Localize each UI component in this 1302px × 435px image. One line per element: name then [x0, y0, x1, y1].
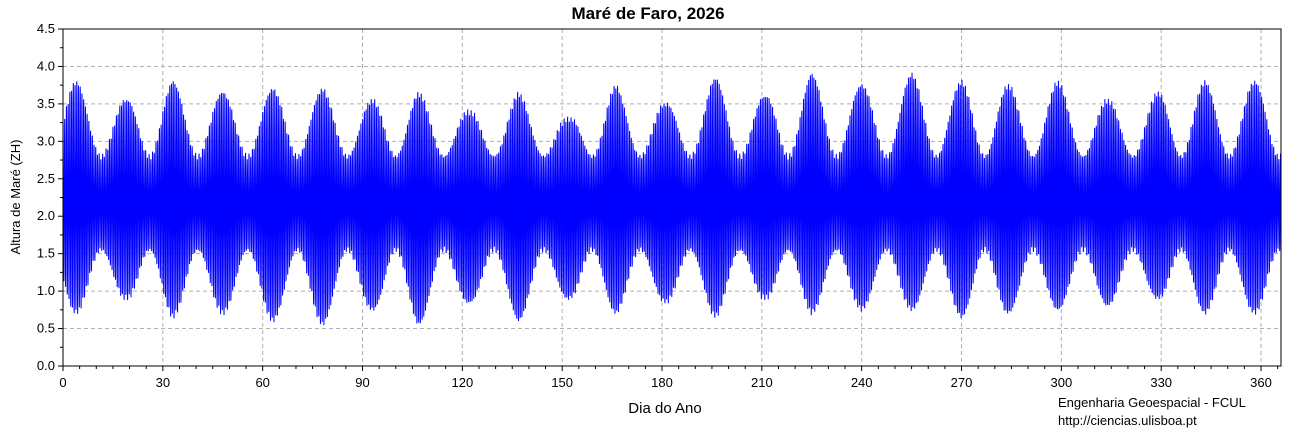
x-tick-label: 90: [355, 375, 369, 390]
x-axis-ticks: 0 30 60 90 120 150 180 210 240 270 300 330 360: [59, 366, 1279, 390]
x-tick-label: 360: [1250, 375, 1272, 390]
x-tick-label: 300: [1051, 375, 1073, 390]
y-tick-label: 3.0: [37, 133, 55, 148]
x-tick-label: 180: [651, 375, 673, 390]
y-tick-label: 1.5: [37, 246, 55, 261]
x-tick-label: 330: [1150, 375, 1172, 390]
y-tick-label: 2.5: [37, 171, 55, 186]
x-tick-label: 0: [59, 375, 66, 390]
credit-line-2: http://ciencias.ulisboa.pt: [1058, 413, 1197, 428]
tide-series-line: [62, 72, 1282, 326]
y-tick-label: 0.0: [37, 358, 55, 373]
x-tick-label: 60: [255, 375, 269, 390]
credit-line-1: Engenharia Geoespacial - FCUL: [1058, 395, 1246, 410]
x-axis-label: Dia do Ano: [628, 400, 701, 417]
y-tick-label: 3.5: [37, 96, 55, 111]
y-tick-label: 4.5: [37, 21, 55, 36]
x-tick-label: 210: [751, 375, 773, 390]
chart-title: Maré de Faro, 2026: [571, 4, 724, 23]
x-tick-label: 120: [451, 375, 473, 390]
y-tick-label: 4.0: [37, 58, 55, 73]
y-axis-label: Altura de Maré (ZH): [8, 140, 23, 255]
y-tick-label: 2.0: [37, 208, 55, 223]
x-tick-label: 240: [851, 375, 873, 390]
y-tick-label: 1.0: [37, 283, 55, 298]
x-tick-label: 30: [156, 375, 170, 390]
y-axis-ticks: 0.0 0.5 1.0 1.5 2.0 2.5 3.0 3.5 4.0 4.5: [37, 21, 63, 373]
x-tick-label: 270: [951, 375, 973, 390]
y-tick-label: 0.5: [37, 321, 55, 336]
plot-frame: [62, 28, 1282, 367]
x-tick-label: 150: [551, 375, 573, 390]
